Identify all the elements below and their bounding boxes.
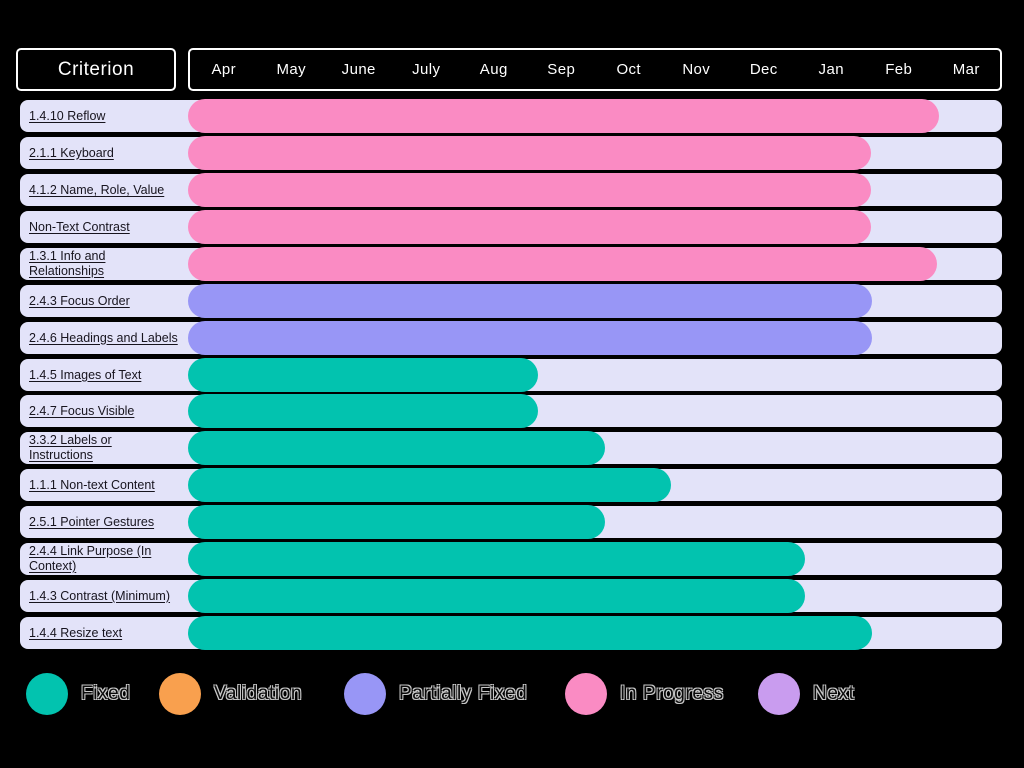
month-label-may: May xyxy=(276,61,307,78)
legend-color-dot xyxy=(565,673,607,715)
criterion-row: 2.4.7 Focus Visible xyxy=(20,394,1002,428)
month-label-jan: Jan xyxy=(818,61,844,78)
gantt-bar-in-progress xyxy=(188,210,871,244)
gantt-bar-fixed xyxy=(188,394,538,428)
legend-item-fixed: Fixed xyxy=(26,672,130,716)
gantt-bar-partially-fixed xyxy=(188,321,872,355)
criterion-row: 2.4.6 Headings and Labels xyxy=(20,321,1002,355)
criterion-link[interactable]: 1.4.5 Images of Text xyxy=(29,367,142,382)
gantt-bar-partially-fixed xyxy=(188,284,872,318)
gantt-bar-in-progress xyxy=(188,173,871,207)
legend-color-dot xyxy=(344,673,386,715)
legend-label: Partially Fixed xyxy=(399,683,528,704)
criterion-header-box: Criterion xyxy=(16,48,176,91)
legend-label: Validation xyxy=(214,683,303,704)
criterion-row: 3.3.2 Labels or Instructions xyxy=(20,431,1002,465)
criterion-link[interactable]: 2.4.4 Link Purpose (In Context) xyxy=(29,544,152,573)
month-label-apr: Apr xyxy=(211,61,237,78)
gantt-bar-in-progress xyxy=(188,247,937,281)
criterion-link[interactable]: 1.4.10 Reflow xyxy=(29,108,106,123)
month-header-row: Apr May June July Aug Sep Oct Nov Dec Jan Feb Mar xyxy=(188,48,1002,91)
criterion-link[interactable]: 2.4.6 Headings and Labels xyxy=(29,330,178,345)
legend-label: Fixed xyxy=(81,683,131,704)
criterion-row: Non-Text Contrast xyxy=(20,210,1002,244)
criterion-row: 2.5.1 Pointer Gestures xyxy=(20,505,1002,539)
legend-color-dot xyxy=(159,673,201,715)
criterion-link[interactable]: 2.5.1 Pointer Gestures xyxy=(29,514,155,529)
legend-item-in-progress: In Progress xyxy=(565,672,724,716)
gantt-bar-fixed xyxy=(188,505,605,539)
criterion-link[interactable]: 1.4.3 Contrast (Minimum) xyxy=(29,588,171,603)
gantt-bar-fixed xyxy=(188,542,805,576)
criterion-row: 1.4.10 Reflow xyxy=(20,99,1002,133)
month-label-july: July xyxy=(412,61,441,78)
legend-color-dot xyxy=(758,673,800,715)
month-label-nov: Nov xyxy=(682,61,711,78)
criterion-row: 4.1.2 Name, Role, Value xyxy=(20,173,1002,207)
month-label-sep: Sep xyxy=(547,61,576,78)
criterion-link[interactable]: 1.1.1 Non-text Content xyxy=(29,477,155,492)
criterion-link[interactable]: Non-Text Contrast xyxy=(29,219,130,234)
gantt-bar-in-progress xyxy=(188,136,871,170)
criterion-header-label: Criterion xyxy=(57,58,135,80)
legend-color-dot xyxy=(26,673,68,715)
gantt-bar-fixed xyxy=(188,616,872,650)
month-label-june: June xyxy=(341,61,376,78)
month-label-dec: Dec xyxy=(749,61,778,78)
legend-label: Next xyxy=(813,683,855,704)
gantt-bar-fixed xyxy=(188,358,538,392)
month-label-mar: Mar xyxy=(952,61,980,78)
criterion-link[interactable]: 1.3.1 Info and Relationships xyxy=(29,249,106,278)
criterion-link[interactable]: 2.1.1 Keyboard xyxy=(29,145,114,160)
legend-label: In Progress xyxy=(620,683,724,704)
gantt-bar-in-progress xyxy=(188,99,939,133)
legend-item-validation: Validation xyxy=(159,672,302,716)
legend-item-partially-fixed: Partially Fixed xyxy=(344,672,527,716)
criterion-link[interactable]: 1.4.4 Resize text xyxy=(29,625,123,640)
gantt-bar-fixed xyxy=(188,579,805,613)
criterion-row: 2.4.4 Link Purpose (In Context) xyxy=(20,542,1002,576)
criterion-row: 1.4.5 Images of Text xyxy=(20,358,1002,392)
criterion-link[interactable]: 2.4.3 Focus Order xyxy=(29,293,130,308)
month-label-aug: Aug xyxy=(479,61,508,78)
month-label-oct: Oct xyxy=(616,61,642,78)
criterion-row: 2.1.1 Keyboard xyxy=(20,136,1002,170)
criterion-row: 2.4.3 Focus Order xyxy=(20,284,1002,318)
month-label-feb: Feb xyxy=(885,61,913,78)
criterion-row: 1.1.1 Non-text Content xyxy=(20,468,1002,502)
criterion-row: 1.4.3 Contrast (Minimum) xyxy=(20,579,1002,613)
legend-item-next: Next xyxy=(758,672,854,716)
gantt-bar-fixed xyxy=(188,468,671,502)
gantt-bar-fixed xyxy=(188,431,605,465)
criterion-link[interactable]: 4.1.2 Name, Role, Value xyxy=(29,182,165,197)
criterion-link[interactable]: 3.3.2 Labels or Instructions xyxy=(29,433,112,462)
criterion-link[interactable]: 2.4.7 Focus Visible xyxy=(29,403,135,418)
criterion-row: 1.4.4 Resize text xyxy=(20,616,1002,650)
criterion-row: 1.3.1 Info and Relationships xyxy=(20,247,1002,281)
